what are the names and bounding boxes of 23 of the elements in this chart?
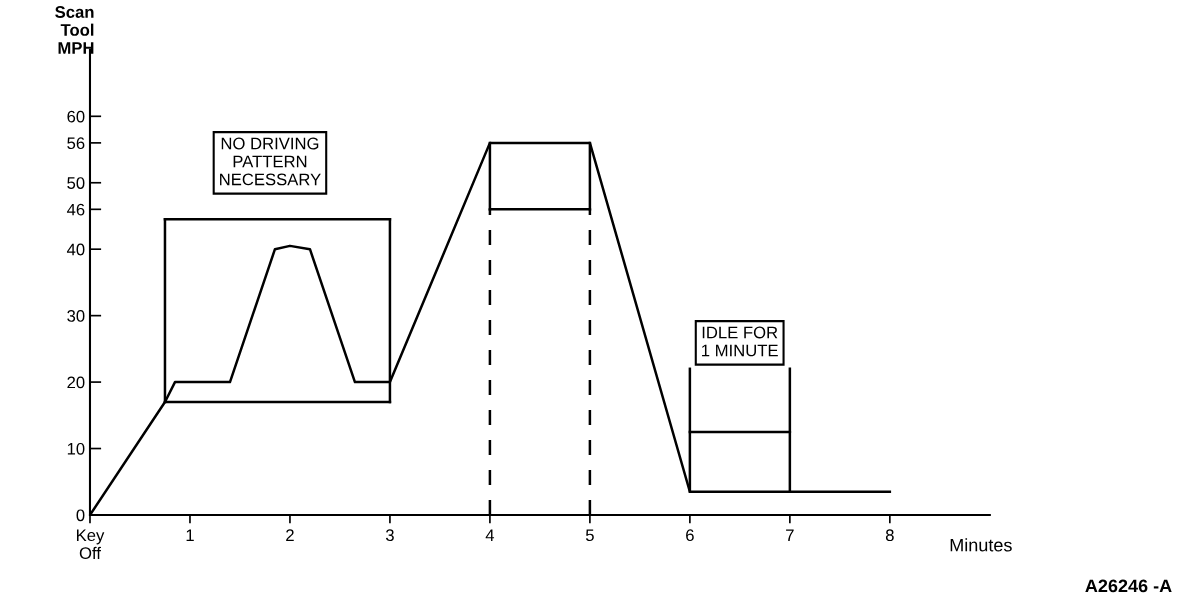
annotation: NO DRIVING PATTERN NECESSARY <box>220 137 321 186</box>
x-tick-label: Key Off <box>76 529 105 560</box>
x-tick-label: 5 <box>585 529 594 542</box>
y-tick-label: 46 <box>66 203 85 216</box>
y-tick-label: 60 <box>67 110 85 123</box>
x-tick-label: 7 <box>786 529 794 541</box>
x-tick-label: 8 <box>885 529 894 542</box>
x-tick-label: 1 <box>186 529 194 541</box>
y-tick-label: 30 <box>67 310 85 322</box>
x-axis-title: Minutes <box>950 538 1012 552</box>
annotation: IDLE FOR 1 MINUTE <box>702 326 778 357</box>
y-tick-label: 56 <box>67 137 85 150</box>
y-tick-label: 50 <box>67 177 85 189</box>
y-axis-title: Scan Tool MPH <box>55 6 94 54</box>
x-tick-label: 6 <box>686 529 694 542</box>
y-tick-label: 40 <box>66 243 85 256</box>
y-tick-label: 20 <box>67 376 85 389</box>
y-tick-label: 10 <box>67 442 85 455</box>
text: A26246 -A <box>1085 579 1172 593</box>
x-tick-label: 2 <box>286 529 294 541</box>
y-tick-label: 0 <box>76 509 85 522</box>
x-tick-label: 4 <box>485 529 495 541</box>
x-tick-label: 3 <box>385 529 394 542</box>
